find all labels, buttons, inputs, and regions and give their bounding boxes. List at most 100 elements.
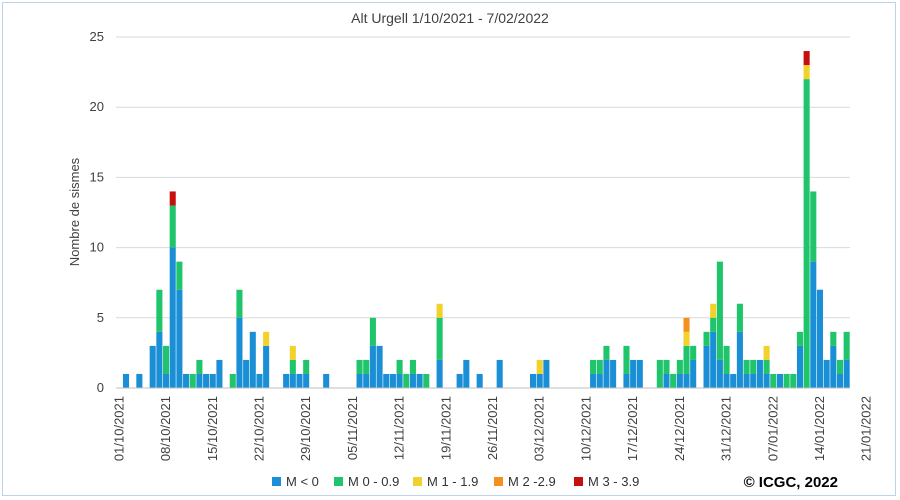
bar-segment (803, 65, 810, 80)
bar-segment (630, 359, 637, 388)
bar-segment (530, 373, 537, 388)
bar-segment (236, 289, 243, 318)
bar-segment (236, 317, 243, 388)
bar-segment (663, 359, 670, 374)
bar-segment (796, 345, 803, 388)
legend-label: M < 0 (286, 474, 319, 489)
bar-segment (149, 345, 156, 388)
y-tick-label: 0 (97, 380, 104, 395)
bar-segment (836, 373, 844, 388)
bar-segment (663, 373, 670, 388)
bar-segment (396, 373, 403, 388)
y-tick-label: 20 (90, 99, 104, 114)
bar-segment (156, 289, 163, 332)
x-tick-label: 10/12/2021 (578, 396, 593, 461)
y-tick-label: 25 (90, 29, 104, 44)
bar-segment (303, 373, 310, 388)
bar-segment (163, 373, 170, 388)
bar-segment (623, 345, 630, 374)
bar-segment (163, 345, 170, 374)
bar-segment (736, 303, 743, 332)
bar-segment (436, 359, 443, 388)
bar-segment (703, 345, 710, 388)
bar-segment (263, 331, 270, 346)
legend-label: M 1 - 1.9 (427, 474, 479, 489)
bar-segment (736, 331, 743, 388)
bar-segment (196, 359, 203, 374)
bar-segment (803, 51, 810, 66)
bar-segment (229, 373, 236, 388)
bar-segment (590, 373, 597, 388)
bar-segment (716, 261, 723, 360)
x-tick-label: 03/12/2021 (532, 396, 547, 461)
legend-swatch (413, 477, 422, 486)
bar-segment (816, 289, 824, 388)
legend-swatch (574, 477, 583, 486)
x-tick-label: 22/10/2021 (252, 396, 267, 461)
bar-segment (409, 373, 416, 388)
bar-segment (730, 373, 737, 388)
bar-segment (169, 247, 176, 388)
bar-segment (750, 359, 757, 374)
bar-segment (176, 289, 183, 388)
bar-segment (189, 373, 196, 388)
bar-segment (396, 359, 403, 374)
bar-segment (289, 345, 296, 360)
grid-lines (116, 36, 850, 319)
x-tick-label: 31/12/2021 (719, 396, 734, 461)
chart-title: Alt Urgell 1/10/2021 - 7/02/2022 (351, 10, 549, 26)
bar-segment (169, 205, 176, 248)
bar-segment (403, 373, 410, 388)
bar-segment (683, 373, 690, 388)
bar-segment (256, 373, 263, 388)
bar-segment (356, 373, 363, 388)
bar-segment (122, 373, 130, 388)
legend-item: M < 0 (272, 474, 319, 489)
bar-segment (743, 373, 750, 388)
bar-segment (703, 331, 710, 346)
bar-segment (409, 359, 416, 374)
x-tick-label: 24/12/2021 (672, 396, 687, 461)
bar-segment (536, 359, 543, 374)
bar-segment (216, 359, 223, 388)
legend-item: M 1 - 1.9 (413, 474, 478, 489)
bar-segment (683, 331, 690, 346)
bar-segment (590, 359, 597, 374)
x-tick-label: 19/11/2021 (438, 396, 453, 460)
bar-segment (710, 303, 717, 318)
bar-segment (436, 303, 443, 318)
bar-segment (596, 359, 603, 374)
bar-segment (756, 359, 763, 388)
x-tick-label: 01/10/2021 (111, 396, 126, 461)
bar-segment (436, 317, 443, 360)
x-tick-label: 26/11/2021 (485, 396, 500, 460)
bar-segment (830, 345, 837, 388)
bar-segment (716, 359, 723, 388)
bar-segment (363, 359, 370, 374)
y-tick-label: 10 (90, 240, 104, 255)
bar-segment (710, 317, 717, 332)
bar-segment (376, 345, 383, 388)
bar-segment (536, 373, 543, 388)
bar-segment (776, 373, 783, 388)
bar-segment (463, 359, 470, 388)
bar-segment (843, 331, 850, 360)
bar-segment (836, 359, 844, 374)
x-tick-label: 29/10/2021 (298, 396, 313, 461)
bar-segment (763, 359, 770, 374)
bar-segment (750, 373, 757, 388)
bar-segment (710, 331, 717, 388)
bar-segment (603, 345, 610, 360)
bar-segment (810, 191, 817, 262)
bar-segment (676, 359, 683, 374)
bar-segment (196, 373, 203, 388)
legend-swatch (494, 477, 503, 486)
bars (122, 51, 850, 389)
x-tick-label: 05/11/2021 (345, 396, 360, 460)
axes: 0 5 10 15 20 25 01/10/2021 08/10/2021 15/10/2021… (90, 29, 874, 461)
bar-segment (683, 345, 690, 374)
bar-segment (369, 345, 376, 388)
copyright: © ICGC, 2022 (743, 474, 838, 491)
bar-segment (383, 373, 390, 388)
